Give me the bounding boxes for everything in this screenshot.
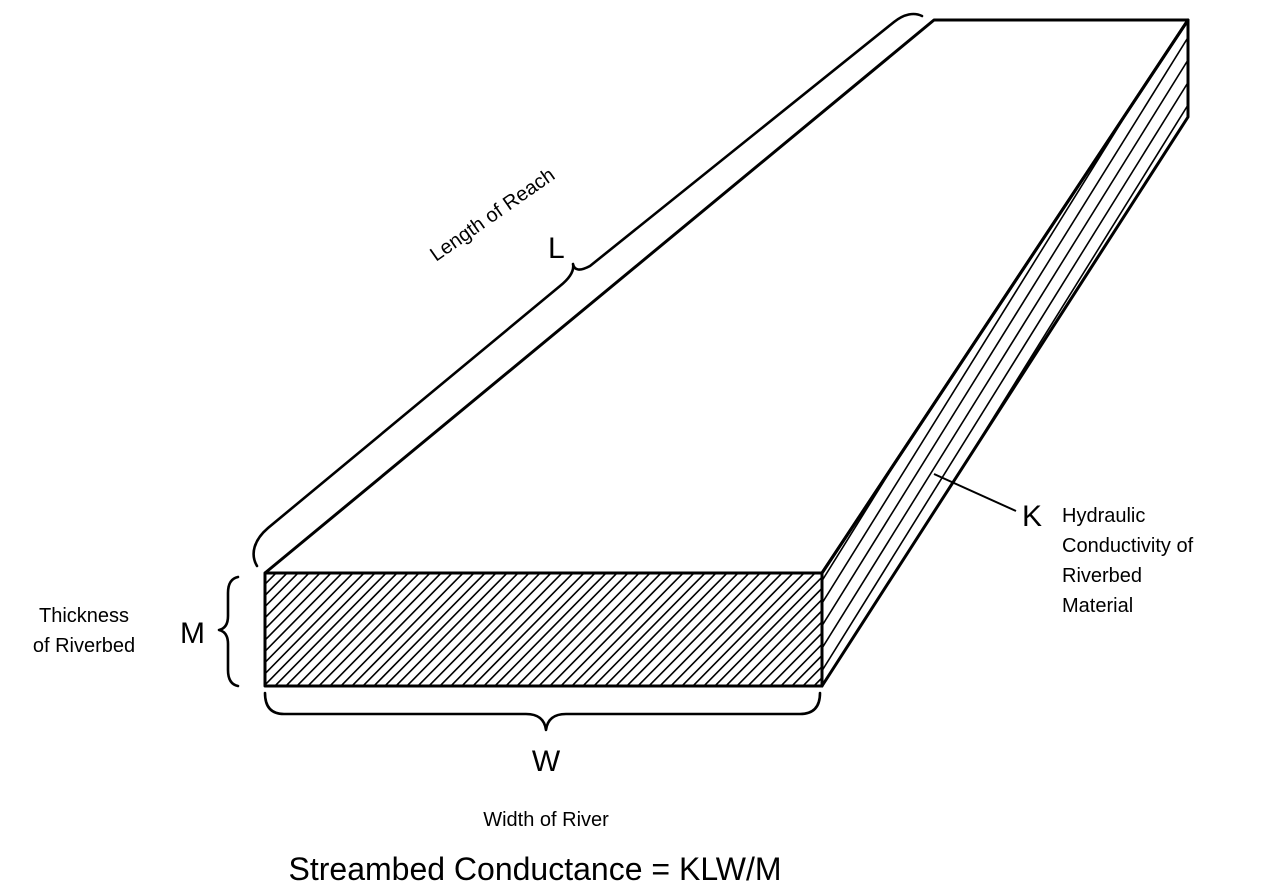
riverbed-top-edge (264, 18, 1190, 575)
hatch-line (666, 573, 786, 686)
hatch-line (776, 573, 822, 686)
hatch-line (281, 573, 401, 686)
hatch-line (265, 573, 269, 686)
width-brace (263, 691, 822, 732)
thickness-brace (217, 575, 240, 688)
hatch-line (358, 573, 478, 686)
thickness-symbol: M (180, 617, 205, 650)
riverbed-front-face (263, 571, 824, 688)
hatch-line (512, 573, 632, 686)
hatch-line (710, 573, 822, 686)
hatch-line (265, 573, 302, 686)
thickness-caption-line2: of Riverbed (33, 635, 135, 657)
hatch-line (457, 573, 577, 686)
thickness-caption-line1: Thickness (39, 605, 129, 627)
riverbed-top-face (265, 20, 1188, 573)
hatch-line (798, 573, 822, 686)
hatch-line (732, 573, 822, 686)
hatch-line (265, 573, 313, 686)
conductivity-leader-line (933, 473, 1017, 512)
hatch-line (402, 573, 522, 686)
hatch-line (413, 573, 533, 686)
hatch-line (822, 20, 1188, 686)
hatch-line (556, 573, 676, 686)
hatch-line (1187, 20, 1188, 686)
hatch-line (265, 573, 324, 686)
hatch-line (655, 573, 775, 686)
conductivity-caption-line1: Hydraulic (1062, 505, 1145, 527)
hatch-line (265, 573, 335, 686)
formula: Streambed Conductance = KLW/M (289, 851, 782, 887)
hatch-line (589, 573, 709, 686)
conductivity-symbol: K (1022, 500, 1042, 533)
hatch-line (265, 573, 357, 686)
hatch-line (325, 573, 445, 686)
hatch-line (265, 573, 346, 686)
hatch-line (347, 573, 467, 686)
hatch-line (822, 20, 1188, 686)
hatch-line (545, 573, 665, 686)
hatch-line (265, 573, 291, 686)
hatch-line (688, 573, 808, 686)
hatch-line (644, 573, 764, 686)
hatch-line (699, 573, 819, 686)
hatch-line (721, 573, 822, 686)
hatch-line (380, 573, 500, 686)
conductivity-caption-line4: Material (1062, 595, 1133, 617)
hatch-line (787, 573, 822, 686)
hatch-line (424, 573, 544, 686)
hatch-line (435, 573, 555, 686)
hatch-line (292, 573, 412, 686)
hatch-line (490, 573, 610, 686)
hatch-line (765, 573, 822, 686)
hatch-line (600, 573, 720, 686)
hatch-line (303, 573, 423, 686)
hatch-line (743, 573, 822, 686)
hatch-line (677, 573, 797, 686)
hatch-line (501, 573, 621, 686)
hatch-line (523, 573, 643, 686)
length-symbol: L (548, 232, 565, 265)
length-caption: Length of Reach (426, 164, 559, 266)
length-brace (252, 12, 924, 568)
hatch-line (567, 573, 687, 686)
hatch-line (314, 573, 434, 686)
hatch-line (1145, 20, 1188, 686)
hatch-line (534, 573, 654, 686)
hatch-line (809, 573, 822, 686)
hatch-line (1159, 20, 1188, 686)
hatch-line (633, 573, 753, 686)
hatch-line (578, 573, 698, 686)
hatch-line (265, 573, 368, 686)
hatch-line (822, 20, 1188, 686)
conductivity-caption-line2: Conductivity of (1062, 535, 1194, 557)
width-caption: Width of River (483, 809, 609, 831)
hatch-line (391, 573, 511, 686)
hatch-line (611, 573, 731, 686)
hatch-line (754, 573, 822, 686)
hatch-line (622, 573, 742, 686)
hatch-line (1117, 20, 1188, 686)
conductivity-caption-line3: Riverbed (1062, 565, 1142, 587)
hatch-line (820, 573, 822, 686)
hatch-line (479, 573, 599, 686)
hatch-line (468, 573, 588, 686)
hatch-line (336, 573, 456, 686)
hatch-line (369, 573, 489, 686)
hatch-line (265, 573, 379, 686)
width-symbol: W (532, 745, 561, 778)
hatch-line (270, 573, 390, 686)
hatch-line (446, 573, 566, 686)
